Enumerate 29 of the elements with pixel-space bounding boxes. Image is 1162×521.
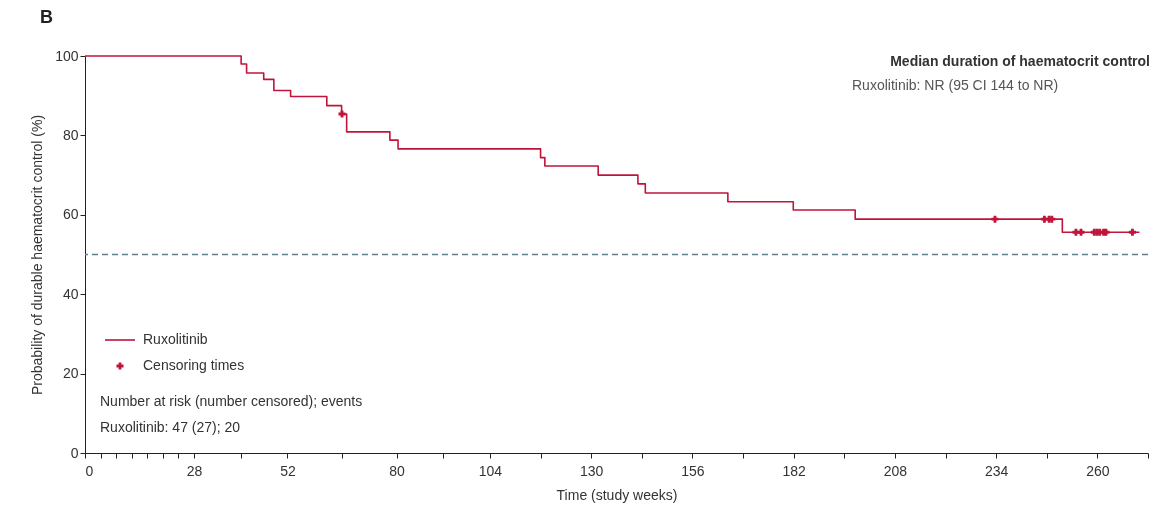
annotation: Ruxolitinib: 47 (27); 20 (100, 419, 241, 435)
x-tick-label: 130 (580, 462, 604, 479)
x-tick-label: 208 (883, 462, 908, 479)
y-tick-label: 100 (55, 47, 79, 64)
annotation: Median duration of haematocrit control (890, 53, 1150, 69)
annotation: Number at risk (number censored); events (100, 393, 363, 409)
x-tick-label: 156 (681, 462, 705, 479)
y-tick-label: 60 (62, 206, 79, 223)
y-tick-label: 40 (62, 285, 79, 302)
point (991, 215, 999, 223)
legend-label: Ruxolitinib (143, 331, 208, 347)
x-tick-label: 234 (984, 462, 1009, 479)
legend-label: Censoring times (143, 357, 245, 373)
y-tick-label: 80 (62, 126, 79, 143)
x-tick-label: 0 (85, 462, 94, 479)
x-tick-label: 80 (389, 462, 405, 479)
annotation: Ruxolitinib: NR (95 CI 144 to NR) (852, 77, 1059, 93)
x-tick-label: 104 (478, 462, 503, 479)
y-axis-title: Probability of durable haematocrit control (%) (29, 114, 46, 396)
y-tick-label: 20 (62, 365, 79, 382)
x-tick-label: 260 (1086, 462, 1110, 479)
x-tick-label: 28 (186, 462, 203, 479)
y-tick-label: 0 (70, 444, 79, 461)
chart-title: B (40, 7, 53, 27)
x-axis-title: Time (study weeks) (556, 486, 678, 503)
x-tick-label: 52 (280, 462, 296, 479)
point (1128, 228, 1136, 236)
x-tick-label: 182 (782, 462, 807, 479)
point (1077, 228, 1085, 236)
